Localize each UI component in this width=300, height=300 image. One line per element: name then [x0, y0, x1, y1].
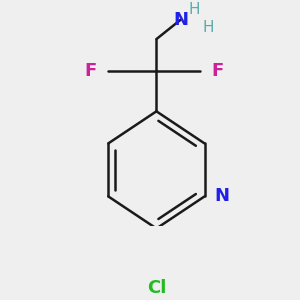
- Text: N: N: [215, 188, 230, 206]
- Text: H: H: [202, 20, 214, 35]
- Text: H: H: [188, 2, 200, 17]
- Text: F: F: [211, 62, 224, 80]
- Text: N: N: [173, 11, 188, 29]
- Text: Cl: Cl: [147, 279, 166, 297]
- Text: F: F: [85, 62, 97, 80]
